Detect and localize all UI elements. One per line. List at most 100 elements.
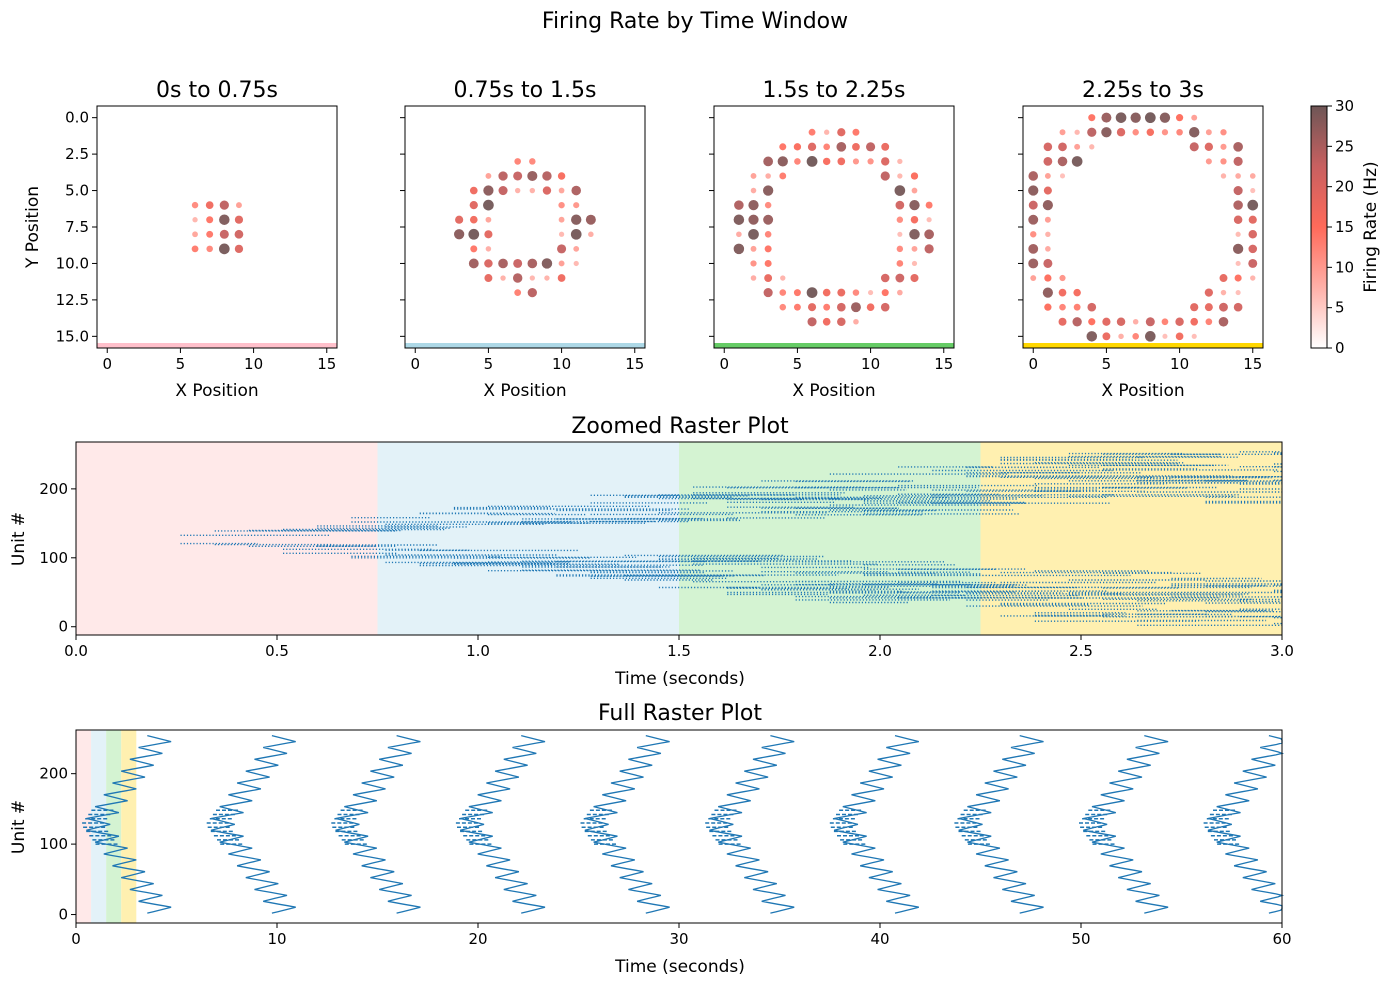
colorbar-tick-label: 0 — [1335, 339, 1345, 357]
electrode-dot — [1071, 156, 1083, 167]
electrode-dot — [780, 275, 786, 281]
electrode-dot — [1233, 141, 1243, 152]
x-tick-label: 1.5 — [667, 642, 691, 660]
electrode-dot — [1233, 200, 1243, 210]
electrode-dot — [1204, 288, 1213, 297]
electrode-dot — [748, 228, 759, 240]
electrode-dot — [1116, 317, 1126, 327]
electrode-dot — [1028, 185, 1039, 196]
full-raster-xlabel: Time (seconds) — [614, 957, 745, 977]
electrode-dot — [469, 215, 478, 224]
electrode-dot — [1086, 331, 1098, 342]
spike-wave — [1083, 734, 1169, 914]
electrode-dot — [1234, 274, 1242, 282]
electrode-dot — [853, 318, 859, 325]
electrode-dot — [765, 173, 771, 179]
electrode-dot — [191, 201, 199, 209]
electrode-dot — [1073, 303, 1081, 311]
electrode-dot — [779, 143, 787, 151]
electrode-dot — [585, 214, 596, 225]
colorbar-tick-label: 5 — [1335, 299, 1345, 317]
electrode-dot — [1233, 156, 1243, 166]
electrode-dot — [852, 142, 860, 151]
electrode-dot — [192, 231, 198, 238]
electrode-dot — [1028, 200, 1038, 210]
electrode-dot — [895, 200, 905, 210]
electrode-dot — [1191, 114, 1198, 121]
electrode-dot — [823, 143, 831, 151]
electrode-dot — [454, 229, 465, 240]
electrode-dot — [896, 245, 904, 253]
electrode-dot — [1248, 244, 1258, 254]
electrode-dot — [852, 128, 860, 136]
electrode-dot — [911, 245, 918, 252]
electrode-dot — [573, 260, 579, 267]
electrode-dot — [1247, 199, 1259, 211]
electrode-dot — [498, 186, 508, 196]
electrode-dot — [793, 303, 801, 311]
electrode-dot — [897, 173, 903, 179]
electrode-dot — [1059, 303, 1066, 311]
electrode-dot — [748, 214, 759, 225]
full-raster-title: Full Raster Plot — [598, 701, 762, 726]
time-window-band — [106, 730, 122, 923]
x-tick-label: 15 — [625, 355, 644, 373]
panel-frame — [713, 105, 955, 349]
electrode-dot — [852, 289, 860, 296]
x-tick-label: 5 — [484, 355, 494, 373]
electrode-dot — [750, 173, 757, 179]
electrode-dot — [1233, 215, 1243, 224]
electrode-dot — [1074, 143, 1081, 150]
x-tick-label: 10 — [552, 355, 571, 373]
electrode-dot — [1219, 302, 1228, 312]
zoomed-raster-xlabel: Time (seconds) — [614, 669, 745, 689]
panel-4-xlabel: X Position — [1101, 381, 1184, 401]
electrode-dot — [205, 201, 214, 209]
electrode-dot — [1204, 142, 1214, 151]
electrode-dot — [1220, 289, 1227, 296]
x-tick-label: 0 — [71, 930, 81, 948]
colorbar-fill — [1311, 106, 1327, 348]
electrode-dot — [896, 216, 904, 223]
electrode-dot — [1220, 173, 1227, 179]
colorbar-tick-label: 10 — [1335, 258, 1354, 276]
electrode-dot — [1028, 171, 1039, 181]
electrode-dot — [866, 303, 875, 312]
electrode-dot — [763, 288, 773, 298]
electrode-dot — [1042, 287, 1053, 298]
electrode-dot — [514, 158, 522, 165]
electrode-dot — [1101, 112, 1112, 123]
electrode-dot — [777, 156, 788, 167]
electrode-dot — [1043, 186, 1052, 195]
electrode-dot — [1145, 331, 1156, 342]
electrode-dot — [1235, 173, 1241, 179]
panel-1-ylabel: Y Position — [23, 186, 43, 269]
electrode-dot — [529, 187, 536, 194]
electrode-dot — [1116, 128, 1126, 137]
electrode-dot — [484, 259, 493, 268]
electrode-dot — [527, 170, 538, 182]
y-tick-label: 15.0 — [56, 327, 89, 345]
electrode-dot — [1045, 231, 1051, 237]
electrode-dot — [881, 142, 890, 151]
electrode-dot — [880, 273, 890, 283]
full-raster: 0 10 20 30 40 50 60 0 100 200 — [39, 729, 1292, 948]
electrode-dot — [192, 217, 198, 223]
electrode-dot — [1028, 214, 1039, 225]
electrode-dot — [850, 302, 861, 313]
x-tick-label: 5 — [1102, 355, 1112, 373]
electrode-dot — [764, 274, 773, 282]
x-tick-label: 30 — [669, 930, 688, 948]
electrode-dot — [1205, 129, 1212, 136]
electrode-dot — [1146, 128, 1155, 136]
panel-3-xlabel: X Position — [792, 381, 875, 401]
chart-marks: 0 5 10 15 0.0 2.5 5.0 7.5 10.0 12.5 15.0 0 5 10 15 0 5 10… — [39, 97, 1354, 948]
electrode-dot — [571, 214, 582, 225]
electrode-dot — [779, 303, 787, 311]
colorbar-label: Firing Rate (Hz) — [1361, 161, 1381, 292]
electrode-dot — [926, 217, 932, 223]
electrode-dot — [1102, 332, 1111, 341]
electrode-dot — [529, 275, 535, 281]
electrode-dot — [1044, 274, 1052, 282]
electrode-dot — [924, 229, 934, 240]
